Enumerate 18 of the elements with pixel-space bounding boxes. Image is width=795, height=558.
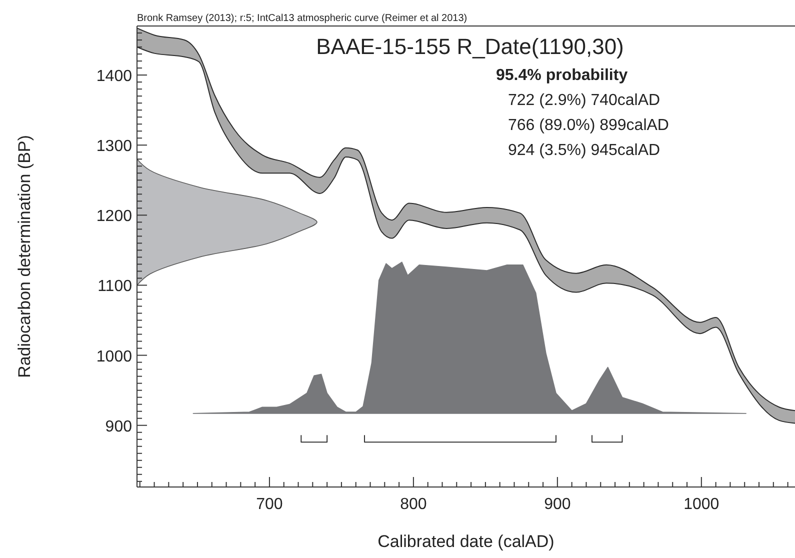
annotation: 766 (89.0%) 899calAD <box>508 117 669 134</box>
chart-subtitle: Bronk Ramsey (2013); r:5; IntCal13 atmospheric curve (Reimer et al 2013) <box>137 13 468 24</box>
y-tick-label: 1100 <box>98 278 132 296</box>
y-tick-label: 1400 <box>96 68 132 86</box>
annotation: 924 (3.5%) 945calAD <box>508 142 660 159</box>
annotation: 95.4% probability <box>496 67 628 84</box>
x-axis-title: Calibrated date (calAD) <box>378 532 554 551</box>
chart-title: BAAE-15-155 R_Date(1190,30) <box>316 34 624 59</box>
x-tick-label: 700 <box>256 496 283 513</box>
y-axis-title: Radiocarbon determination (BP) <box>15 135 34 378</box>
y-tick-label: 900 <box>105 418 132 436</box>
x-tick-label: 1000 <box>684 496 720 513</box>
y-tick-label: 1300 <box>96 138 132 156</box>
x-tick-label: 800 <box>400 496 427 513</box>
y-tick-label: 1000 <box>96 348 132 366</box>
annotation: 722 (2.9%) 740calAD <box>508 92 660 109</box>
y-tick-label: 1200 <box>96 208 132 226</box>
x-tick-label: 900 <box>544 496 571 513</box>
